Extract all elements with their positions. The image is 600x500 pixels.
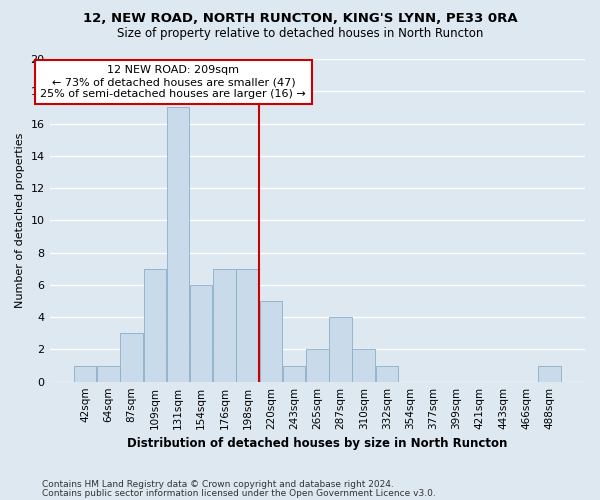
X-axis label: Distribution of detached houses by size in North Runcton: Distribution of detached houses by size … — [127, 437, 508, 450]
Bar — [97, 366, 119, 382]
Bar — [283, 366, 305, 382]
Bar — [213, 268, 236, 382]
Bar — [74, 366, 97, 382]
Text: Size of property relative to detached houses in North Runcton: Size of property relative to detached ho… — [117, 28, 483, 40]
Bar — [190, 285, 212, 382]
Bar — [538, 366, 560, 382]
Text: 12 NEW ROAD: 209sqm
← 73% of detached houses are smaller (47)
25% of semi-detach: 12 NEW ROAD: 209sqm ← 73% of detached ho… — [40, 66, 306, 98]
Bar — [167, 108, 189, 382]
Bar — [143, 268, 166, 382]
Text: Contains public sector information licensed under the Open Government Licence v3: Contains public sector information licen… — [42, 489, 436, 498]
Bar — [306, 350, 329, 382]
Bar — [352, 350, 375, 382]
Bar — [329, 317, 352, 382]
Bar — [376, 366, 398, 382]
Bar — [121, 334, 143, 382]
Bar — [236, 268, 259, 382]
Y-axis label: Number of detached properties: Number of detached properties — [15, 132, 25, 308]
Bar — [260, 301, 282, 382]
Text: 12, NEW ROAD, NORTH RUNCTON, KING'S LYNN, PE33 0RA: 12, NEW ROAD, NORTH RUNCTON, KING'S LYNN… — [83, 12, 517, 26]
Text: Contains HM Land Registry data © Crown copyright and database right 2024.: Contains HM Land Registry data © Crown c… — [42, 480, 394, 489]
